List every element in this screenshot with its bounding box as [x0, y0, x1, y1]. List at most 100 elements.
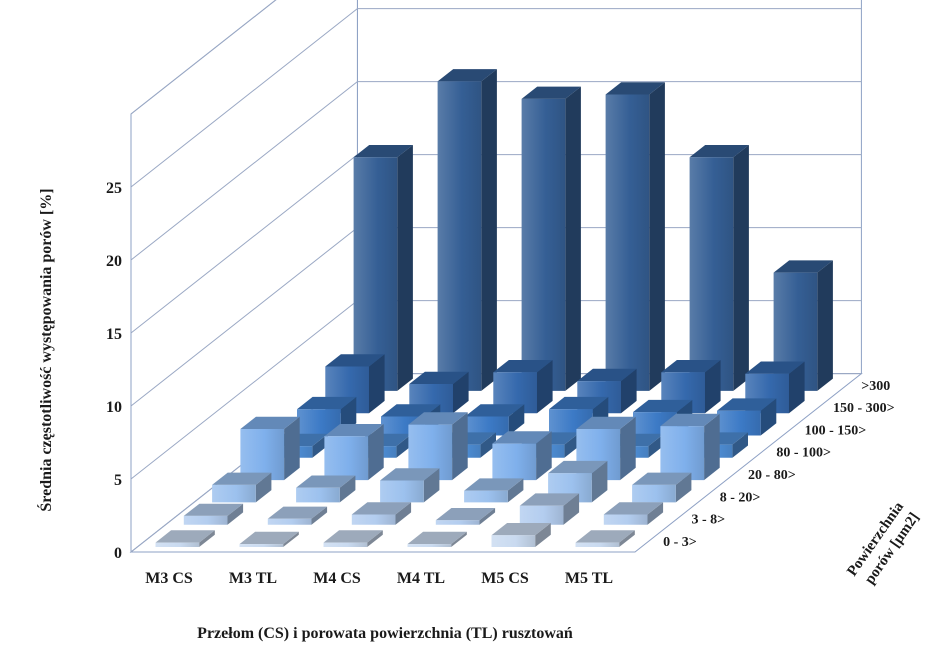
bar-m5-tl-20-80 [660, 413, 720, 481]
bar-m3-tl-150-300 [409, 371, 469, 414]
bar-top [605, 82, 665, 95]
bar-m4-tl-3-8 [435, 508, 496, 525]
bar-side [396, 433, 412, 458]
bar-side [565, 86, 581, 391]
bar-m3-cs-8-20 [212, 472, 272, 503]
bar-front [267, 518, 312, 525]
bar-m5-cs-0-3 [491, 523, 551, 547]
bar-top [521, 86, 581, 99]
bar-top [324, 424, 384, 437]
bar-top [519, 493, 580, 506]
bar-m4-cs-300 [521, 86, 581, 391]
bar-top [660, 413, 720, 427]
bar-front [380, 480, 424, 503]
bar-front [660, 426, 705, 481]
depth-label-20-80: 20 - 80> [748, 468, 796, 483]
bar-m4-tl-300 [605, 82, 665, 391]
depth-label-8-20: 8 - 20> [720, 490, 761, 505]
bar-side [563, 493, 580, 525]
bar-top [548, 460, 608, 474]
bar-side [481, 69, 497, 391]
bar-side [367, 530, 383, 547]
x-tick-label-m3-tl: M3 TL [229, 570, 277, 587]
depth-label-300: >300 [861, 379, 890, 394]
bar-m3-tl-0-3 [239, 531, 299, 547]
bar-side [312, 433, 328, 458]
bar-top [239, 531, 299, 545]
x-tick-label-m4-cs: M4 CS [313, 570, 361, 587]
bar-top [408, 412, 468, 425]
bar-m4-cs-3-8 [351, 502, 412, 525]
bar-side [227, 503, 244, 525]
x-tick-label-m5-cs: M5 CS [481, 570, 529, 587]
bar-top [435, 508, 496, 521]
x-tick-label-m5-tl: M5 TL [565, 570, 613, 587]
bar-front [689, 157, 734, 391]
bar-side [452, 412, 468, 481]
bar-top [745, 361, 805, 374]
bar-top [297, 396, 357, 410]
bar-top [380, 468, 440, 481]
bar-top [464, 478, 524, 491]
bar-m4-cs-20-80 [408, 412, 468, 481]
bar-m4-cs-100-150 [465, 404, 525, 436]
chart-labels: 0 5 10 15 20 25 M3 CS M3 TL M4 CS M4 TL M5 CS M5 TL… [106, 180, 895, 587]
chart-bars [155, 69, 833, 547]
bar-side [395, 502, 412, 525]
bar-m3-cs-3-8 [183, 503, 244, 525]
bar-front [437, 81, 482, 391]
bar-m3-cs-0-3 [155, 530, 215, 547]
bar-top [465, 404, 525, 417]
bar-m5-tl-100-150 [717, 398, 777, 436]
bar-front [212, 484, 256, 503]
bar-side [479, 508, 496, 525]
bar-m3-cs-300 [353, 145, 413, 391]
bar-m4-tl-0-3 [407, 531, 467, 547]
bar-m5-cs-300 [689, 145, 749, 391]
bar-top [491, 523, 551, 536]
bar-side [255, 472, 272, 503]
bar-front [464, 490, 508, 503]
bar-top [717, 398, 777, 411]
bar-front [465, 416, 509, 436]
x-axis-title: Przełom (CS) i porowata powierzchnia (TL… [197, 625, 573, 642]
bar-m5-tl-3-8 [603, 502, 664, 525]
depth-label-80-100: 80 - 100> [776, 446, 831, 461]
bar-front [351, 514, 396, 525]
bar-m3-tl-20-80 [324, 424, 384, 481]
bar-side [311, 506, 328, 525]
bar-front [296, 487, 340, 503]
bar-side [789, 361, 805, 414]
bar-front [521, 98, 566, 391]
bar-front [155, 542, 200, 547]
bar-top [661, 360, 721, 373]
y-tick-label: 10 [106, 399, 122, 416]
z-axis-title: Powierzchnia porów [µm2] [844, 496, 925, 590]
bar-top [437, 69, 497, 82]
bar-top [493, 360, 553, 373]
y-tick-label: 20 [106, 253, 122, 270]
x-tick-label-m3-cs: M3 CS [145, 570, 193, 587]
bar-m3-tl-3-8 [267, 506, 328, 525]
y-axis-title: Średnia częstotliwość występowania porów… [36, 188, 55, 511]
bar-top [212, 472, 272, 485]
bar-front [240, 429, 285, 481]
bar-front [435, 520, 480, 525]
bar-side [369, 354, 385, 414]
bar-side [619, 530, 635, 547]
bar-side [648, 433, 664, 458]
bar-top [325, 354, 385, 367]
bar-m4-cs-150-300 [493, 360, 553, 414]
bar-front [183, 515, 228, 525]
bar-front [408, 424, 453, 481]
bar-side [591, 460, 608, 503]
bar-side [647, 502, 664, 525]
bar-top [351, 502, 412, 515]
bar-front [239, 544, 284, 547]
depth-label-100-150: 100 - 150> [805, 423, 867, 438]
bar-side [508, 404, 525, 436]
bar-side [649, 82, 665, 391]
bar-front [575, 542, 620, 547]
bar-m3-tl-8-20 [296, 475, 356, 503]
